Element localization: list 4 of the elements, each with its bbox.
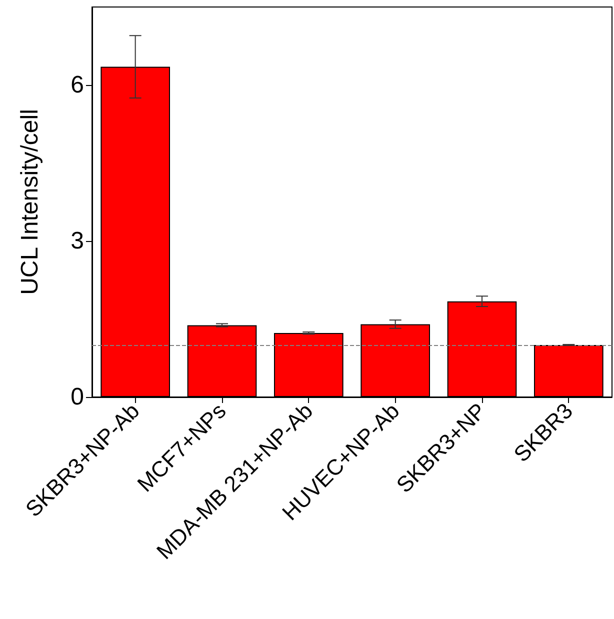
y-tick-label: 6	[70, 72, 84, 98]
y-tick-label: 3	[70, 228, 84, 254]
y-tick-label: 0	[70, 384, 84, 410]
y-axis-title: UCL Intensity/cell	[16, 109, 44, 295]
